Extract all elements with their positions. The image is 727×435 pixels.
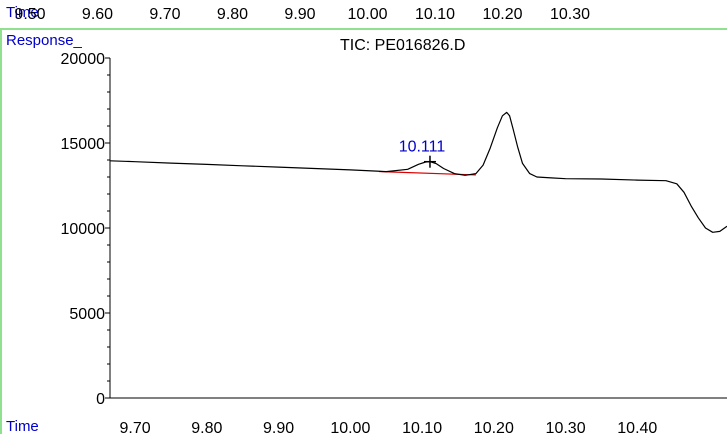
response-axis-label: Response_ [6, 32, 82, 49]
y-tick-label: 20000 [61, 51, 106, 68]
top-time-tick-label: 9.70 [149, 6, 181, 23]
top-time-tick-label: 10.10 [414, 6, 456, 23]
x-tick-label: 9.80 [191, 420, 222, 434]
top-time-tick-label: 9.80 [216, 6, 249, 23]
top-time-tick-label: 9.50 [14, 6, 46, 23]
top-time-tick-label: 10.00 [347, 6, 388, 23]
top-time-tick-label: 10.20 [482, 6, 523, 23]
x-tick-label: 9.90 [263, 420, 294, 434]
y-tick-label: 0 [96, 391, 105, 408]
left-divider-line [0, 28, 2, 434]
tic-trace-line [109, 111, 727, 233]
y-tick-label: 15000 [61, 136, 106, 153]
x-tick-label: 10.20 [474, 420, 514, 434]
peak-label: 10.111 [399, 139, 446, 156]
chart-title: TIC: PE016826.D [340, 37, 466, 54]
top-divider-line [0, 28, 727, 30]
top-time-label: Time [6, 4, 39, 21]
x-tick-label: 10.00 [330, 420, 370, 434]
top-time-tick-label: 9.60 [81, 6, 114, 23]
x-tick-label: 10.10 [402, 420, 442, 434]
x-tick-label: 10.40 [617, 420, 657, 434]
bottom-time-label: Time [6, 418, 39, 435]
top-time-tick-label: 10.30 [549, 6, 591, 23]
y-tick-label: 10000 [61, 221, 106, 238]
y-tick-label: 5000 [69, 306, 105, 323]
x-tick-label: 9.70 [120, 420, 151, 434]
x-tick-label: 10.30 [546, 420, 586, 434]
top-time-tick-label: 9.90 [284, 6, 316, 23]
